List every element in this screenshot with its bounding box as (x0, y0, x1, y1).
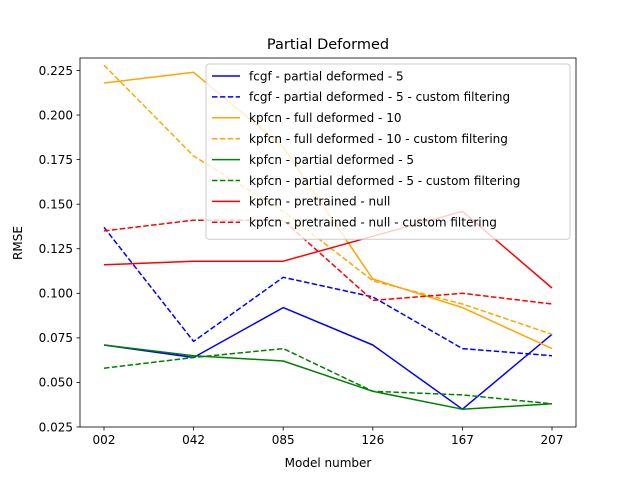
y-tick-label-0: 0.025 (39, 420, 73, 434)
legend-label-1: fcgf - partial deformed - 5 - custom fil… (249, 90, 510, 104)
series-line-4 (103, 344, 553, 410)
axes-frame (79, 57, 577, 428)
x-tick-label-2: 085 (272, 433, 295, 447)
legend-label-0: fcgf - partial deformed - 5 (249, 69, 404, 83)
y-tick-label-4: 0.125 (39, 242, 73, 256)
series-line-1 (103, 226, 553, 357)
legend-label-4: kpfcn - partial deformed - 5 (249, 153, 414, 167)
y-axis-label: RMSE (11, 226, 25, 260)
series-line-3 (103, 64, 553, 336)
y-tick-label-3: 0.100 (39, 287, 73, 301)
x-tick-label-3: 126 (361, 433, 384, 447)
legend-frame (205, 63, 571, 240)
x-tick-label-4: 167 (451, 433, 474, 447)
x-tick-label-5: 207 (541, 433, 564, 447)
y-tick-label-8: 0.225 (39, 64, 73, 78)
legend-label-2: kpfcn - full deformed - 10 (249, 111, 401, 125)
legend-label-5: kpfcn - partial deformed - 5 - custom fi… (249, 174, 520, 188)
y-tick-label-2: 0.075 (39, 331, 73, 345)
legend-label-6: kpfcn - pretrained - null (249, 195, 390, 209)
legend: fcgf - partial deformed - 5 fcgf - partia… (205, 63, 571, 240)
x-axis-label: Model number (285, 456, 372, 470)
legend-label-3: kpfcn - full deformed - 10 - custom filt… (249, 132, 508, 146)
y-tick-label-5: 0.150 (39, 197, 73, 211)
series-line-7 (103, 219, 553, 305)
chart-title: Partial Deformed (267, 37, 389, 53)
x-tick-label-1: 042 (182, 433, 205, 447)
series-line-5 (103, 347, 553, 405)
x-tick-label-0: 002 (93, 433, 116, 447)
y-tick-label-6: 0.175 (39, 153, 73, 167)
legend-label-7: kpfcn - pretrained - null - custom filte… (249, 216, 497, 230)
y-tick-label-1: 0.050 (39, 376, 73, 390)
y-tick-label-7: 0.200 (39, 108, 73, 122)
